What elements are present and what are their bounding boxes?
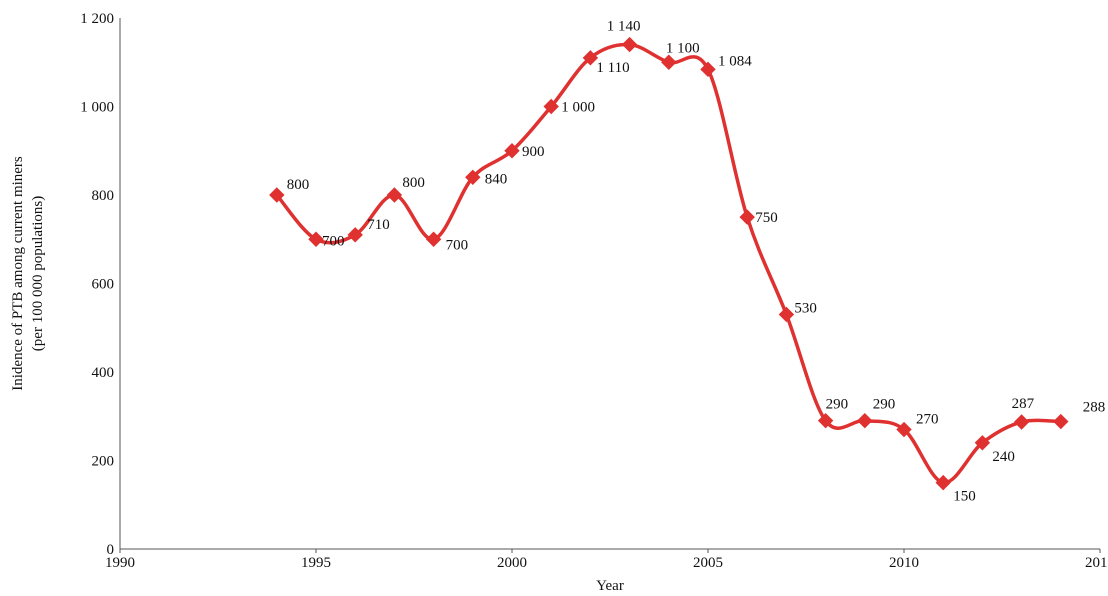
data-label: 800	[402, 175, 425, 191]
y-axis-title-line2: (per 100 000 populations)	[30, 196, 46, 351]
series-line	[275, 42, 1061, 485]
data-label: 700	[322, 233, 345, 249]
data-label: 710	[367, 217, 390, 233]
y-tick-label: 800	[92, 188, 115, 204]
data-label: 840	[485, 171, 508, 187]
x-tick-label: 2005	[693, 555, 723, 571]
data-point-marker	[1013, 414, 1030, 430]
x-tick-label: 1995	[301, 555, 331, 571]
y-tick-label: 1 000	[80, 100, 114, 116]
data-label: 150	[953, 489, 976, 505]
x-tick-label: 1990	[105, 555, 135, 571]
data-point-marker	[504, 143, 520, 159]
data-label: 1 140	[607, 19, 641, 35]
data-label: 290	[873, 397, 896, 413]
data-label: 900	[522, 144, 545, 160]
data-point-marker	[308, 231, 324, 247]
y-tick-label: 600	[92, 277, 115, 293]
data-points	[269, 36, 1069, 491]
data-label: 750	[755, 210, 778, 226]
y-tick-label: 1 200	[80, 11, 114, 27]
y-tick-label: 200	[92, 454, 115, 470]
x-axis-title: Year	[596, 578, 624, 594]
data-label: 800	[287, 177, 310, 193]
y-tick-label: 400	[92, 365, 115, 381]
data-point-marker	[347, 227, 363, 243]
data-point-marker	[778, 306, 795, 323]
data-label: 1 100	[666, 40, 700, 56]
data-point-marker	[817, 412, 834, 429]
tick-labels: 1990 1995 2000 2005 2010 2015 0 200 400 600 800 1 0…	[80, 11, 1108, 571]
data-point-marker	[700, 61, 716, 78]
data-point-marker	[1053, 413, 1069, 430]
data-label: 287	[1012, 396, 1035, 412]
y-tick-label: 0	[107, 542, 115, 558]
data-label: 530	[794, 300, 817, 316]
x-tick-label: 2015	[1085, 555, 1108, 571]
series-line-path	[275, 42, 1061, 485]
data-point-marker	[974, 435, 991, 451]
data-point-marker	[896, 421, 912, 438]
data-label: 1 110	[596, 60, 629, 76]
data-label: 1 000	[561, 100, 595, 116]
data-label: 1 084	[718, 53, 752, 69]
data-point-marker	[661, 54, 677, 70]
y-axis-title-line1: Inidence of PTB among current miners	[10, 156, 26, 391]
data-point-marker	[386, 187, 403, 203]
x-tick-label: 2010	[889, 555, 919, 571]
axes	[119, 18, 1101, 553]
data-point-marker	[739, 209, 755, 225]
data-point-marker	[582, 50, 599, 66]
y-axis-title: Inidence of PTB among current miners (pe…	[10, 156, 46, 391]
data-point-marker	[425, 231, 442, 247]
data-label: 288	[1083, 400, 1106, 416]
data-point-marker	[621, 36, 638, 53]
data-point-marker	[935, 474, 951, 491]
data-label: 700	[446, 237, 469, 253]
data-label: 290	[826, 397, 849, 413]
data-point-marker	[857, 412, 873, 429]
data-point-marker	[269, 187, 285, 203]
data-labels: 800 700 710 800 700 840 900 1 000 1 110 1 140 1 10…	[287, 19, 1106, 505]
data-point-marker	[465, 169, 481, 186]
x-tick-label: 2000	[497, 555, 527, 571]
data-label: 270	[916, 412, 939, 428]
data-label: 240	[992, 449, 1015, 465]
data-point-marker	[543, 98, 559, 115]
